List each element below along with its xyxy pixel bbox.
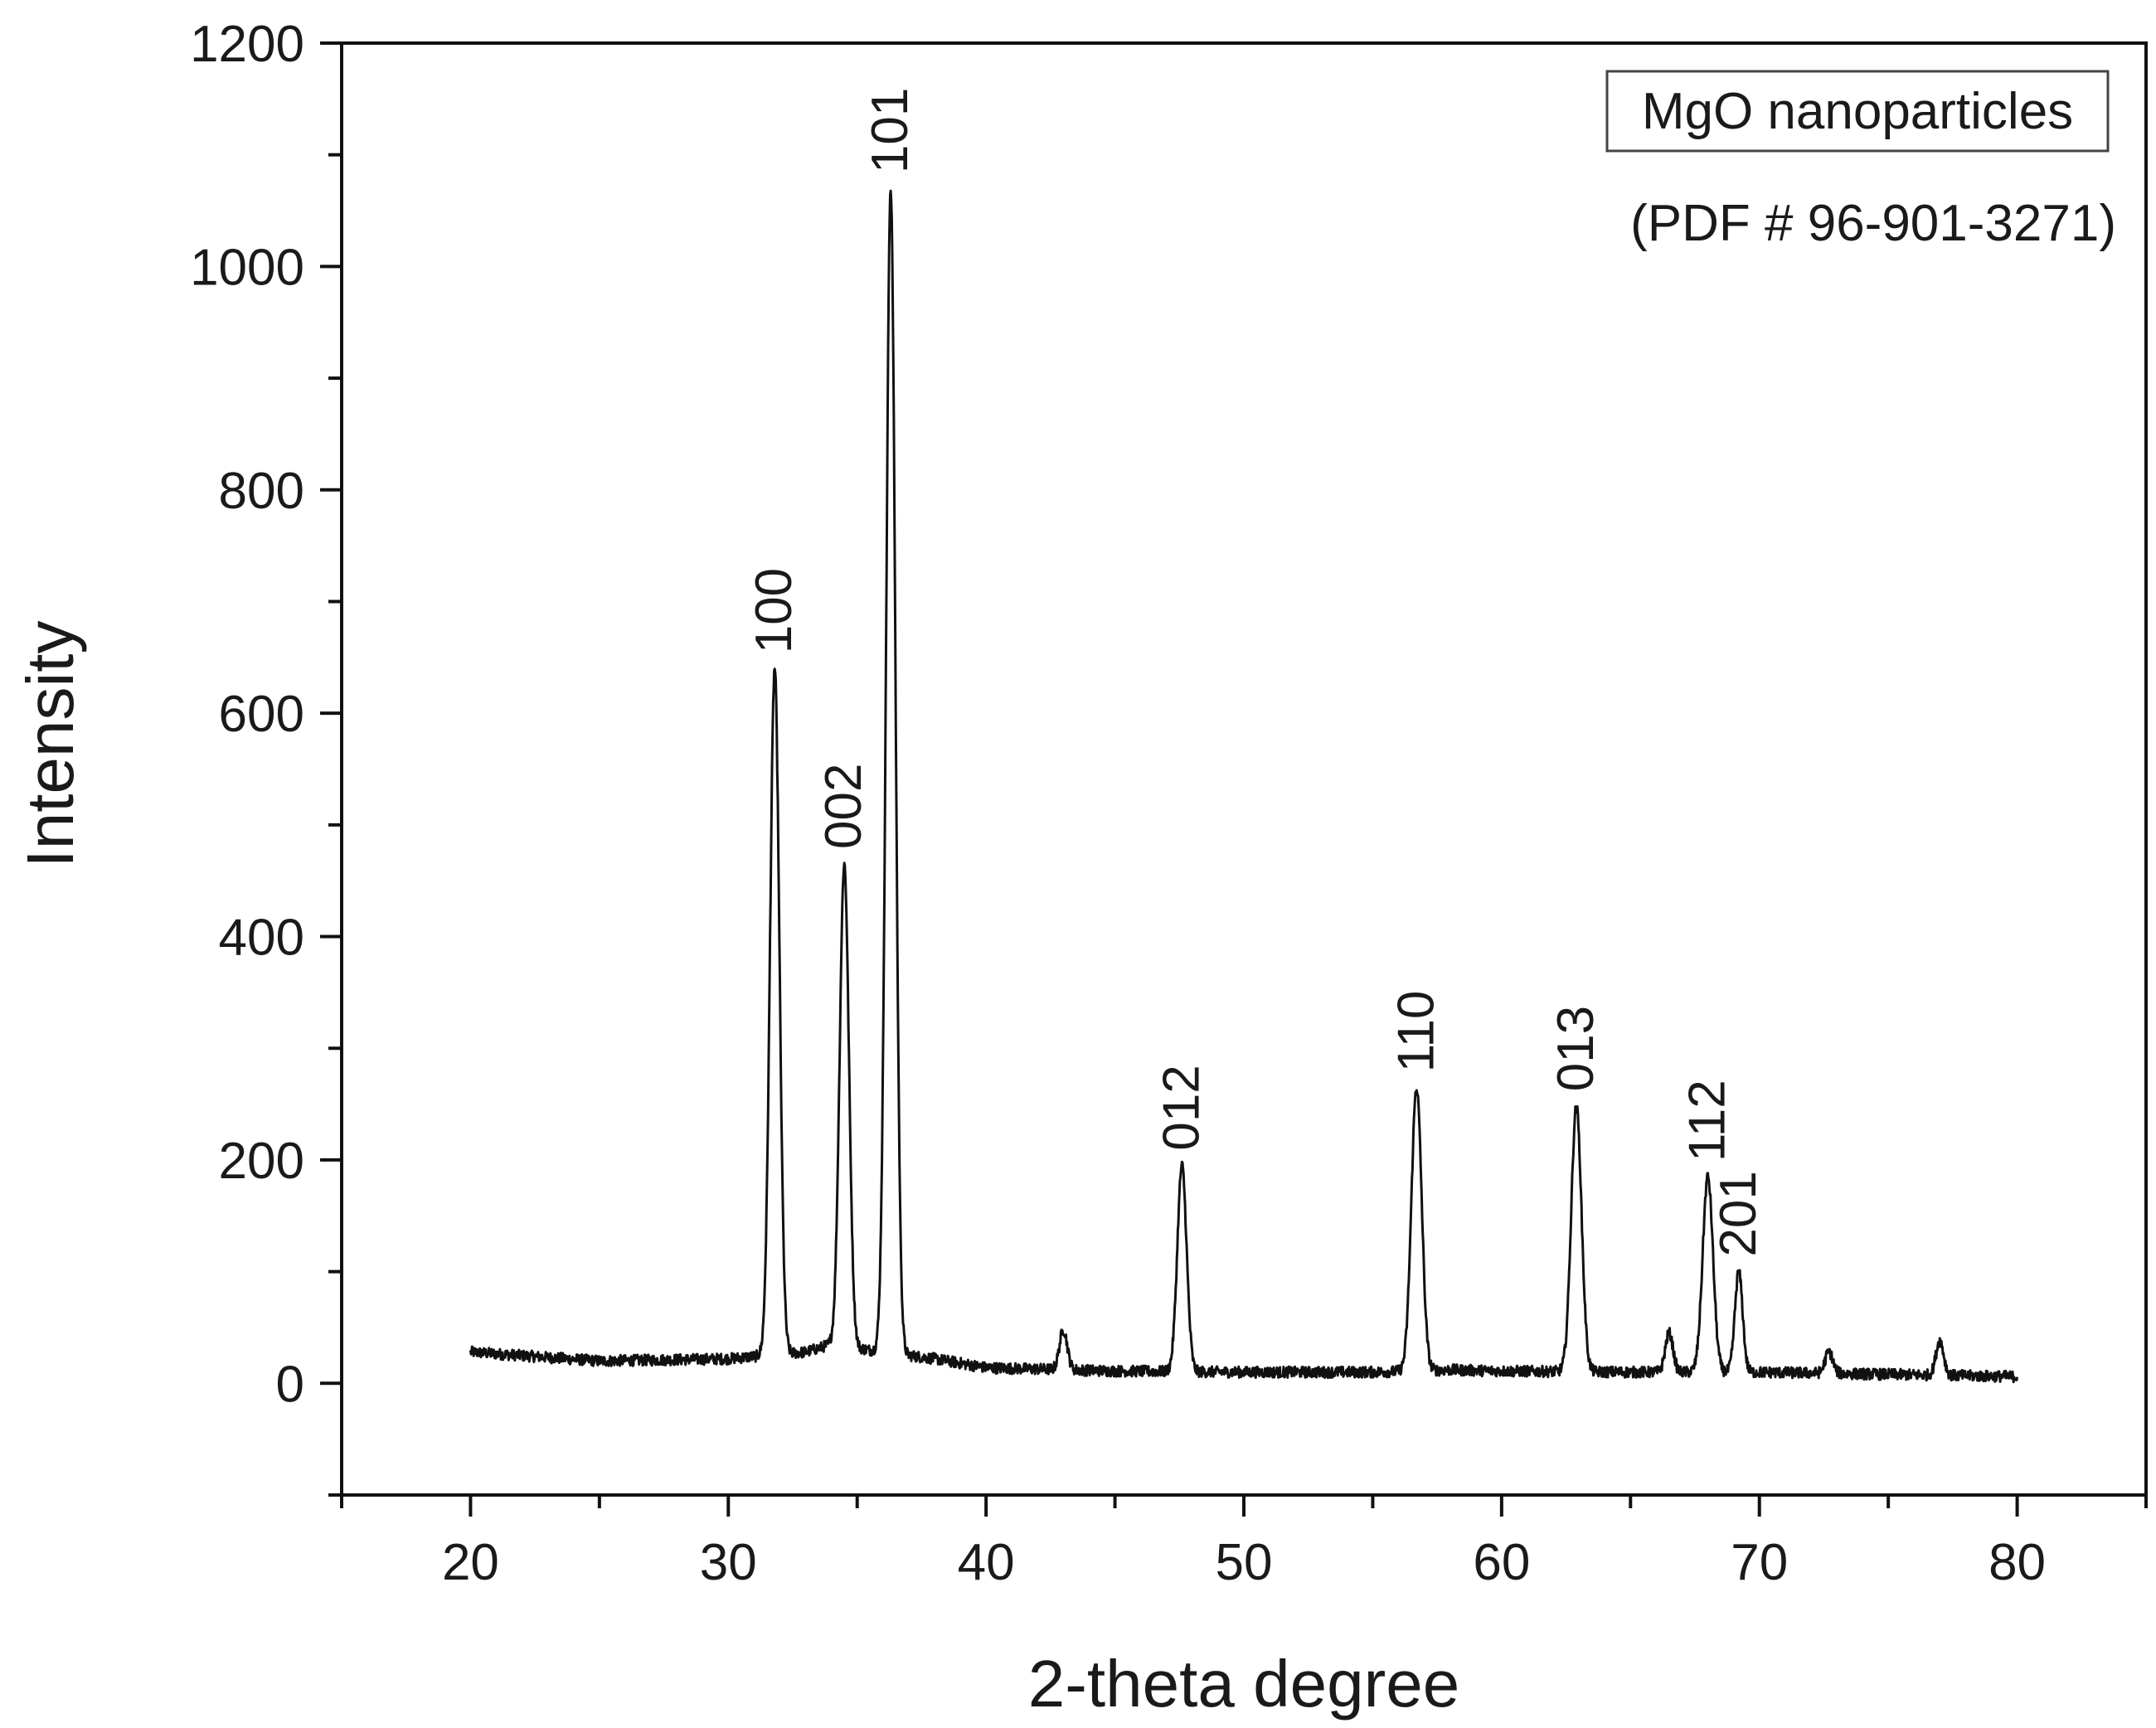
y-axis-label: Intensity	[13, 621, 87, 868]
axis-ticks	[320, 41, 2148, 1517]
legend-box	[1605, 70, 2110, 153]
peak-label-201: 201	[1710, 1171, 1767, 1256]
peak-label-112: 112	[1679, 1080, 1736, 1162]
peak-labels: 100 002 101 012 110 013 112 201	[745, 88, 1767, 1257]
x-tick-label: 50	[1216, 1534, 1273, 1591]
peak-label-013: 013	[1547, 1006, 1605, 1091]
y-tick-label: 800	[219, 463, 304, 520]
peak-label-002: 002	[815, 764, 872, 849]
y-tick-label: 1000	[190, 239, 304, 296]
x-tick-label: 30	[700, 1534, 757, 1591]
peak-label-110: 110	[1387, 991, 1445, 1073]
legend: MgO nanoparticles (PDF # 96-901-3271)	[1605, 70, 2116, 252]
y-tick-label: 200	[219, 1133, 304, 1190]
legend-label: MgO nanoparticles	[1642, 83, 2073, 140]
y-tick-label: 0	[276, 1356, 304, 1413]
plot-frame	[340, 41, 2148, 1497]
series-line-mgo	[469, 189, 2019, 1384]
x-tick-label: 80	[1988, 1534, 2046, 1591]
x-tick-label: 40	[958, 1534, 1015, 1591]
x-tick-label: 60	[1473, 1534, 1530, 1591]
legend-subtitle: (PDF # 96-901-3271)	[1630, 195, 2116, 252]
peak-label-100: 100	[745, 568, 803, 653]
y-tick-label: 1200	[190, 16, 304, 73]
peak-label-101: 101	[862, 88, 919, 173]
peak-label-012: 012	[1153, 1065, 1210, 1150]
y-tick-label: 400	[219, 910, 304, 967]
x-tick-label: 20	[442, 1534, 499, 1591]
x-axis-label: 2-theta degree	[1028, 1647, 1459, 1721]
x-tick-label: 70	[1731, 1534, 1788, 1591]
y-tick-label: 600	[219, 686, 304, 743]
